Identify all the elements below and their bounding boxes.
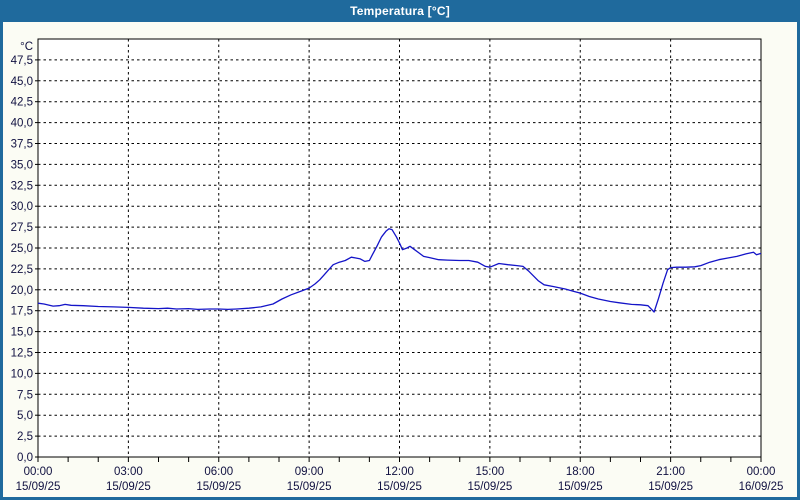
y-tick-label: 2,5 xyxy=(17,431,33,443)
x-tick-time-label: 00:00 xyxy=(24,466,53,478)
y-tick-label: 37,5 xyxy=(11,139,33,151)
x-tick-time-label: 18:00 xyxy=(566,466,595,478)
y-tick-label: 40,0 xyxy=(11,118,33,130)
y-tick-label: 12,5 xyxy=(11,348,33,360)
x-tick-date-label: 15/09/25 xyxy=(377,481,422,493)
x-tick-date-label: 15/09/25 xyxy=(648,481,693,493)
y-axis-unit-label: °C xyxy=(20,41,33,53)
x-tick-date-label: 15/09/25 xyxy=(287,481,332,493)
y-tick-label: 35,0 xyxy=(11,159,33,171)
y-tick-label: 20,0 xyxy=(11,285,33,297)
x-tick-time-label: 06:00 xyxy=(204,466,233,478)
y-tick-label: 42,5 xyxy=(11,97,33,109)
y-tick-label: 17,5 xyxy=(11,306,33,318)
x-tick-time-label: 21:00 xyxy=(656,466,685,478)
x-tick-date-label: 15/09/25 xyxy=(196,481,241,493)
x-tick-date-label: 15/09/25 xyxy=(558,481,603,493)
x-tick-time-label: 09:00 xyxy=(295,466,324,478)
y-tick-label: 47,5 xyxy=(11,55,33,67)
y-tick-label: 27,5 xyxy=(11,222,33,234)
x-tick-date-label: 15/09/25 xyxy=(467,481,512,493)
y-tick-label: 25,0 xyxy=(11,243,33,255)
y-tick-label: 0,0 xyxy=(17,452,33,464)
chart-title: Temperatura [°C] xyxy=(350,4,450,18)
y-tick-label: 45,0 xyxy=(11,76,33,88)
x-tick-time-label: 03:00 xyxy=(114,466,143,478)
x-tick-time-label: 00:00 xyxy=(747,466,776,478)
y-tick-label: 15,0 xyxy=(11,327,33,339)
y-tick-label: 7,5 xyxy=(17,389,33,401)
chart-title-bar: Temperatura [°C] xyxy=(0,0,800,22)
y-tick-label: 22,5 xyxy=(11,264,33,276)
y-tick-label: 10,0 xyxy=(11,368,33,380)
x-tick-time-label: 15:00 xyxy=(475,466,504,478)
y-tick-label: 5,0 xyxy=(17,410,33,422)
x-tick-date-label: 16/09/25 xyxy=(739,481,784,493)
y-tick-label: 30,0 xyxy=(11,201,33,213)
x-tick-date-label: 15/09/25 xyxy=(106,481,151,493)
x-tick-date-label: 15/09/25 xyxy=(16,481,61,493)
y-tick-label: 32,5 xyxy=(11,180,33,192)
x-tick-time-label: 12:00 xyxy=(385,466,414,478)
temperature-series-line xyxy=(37,228,762,313)
